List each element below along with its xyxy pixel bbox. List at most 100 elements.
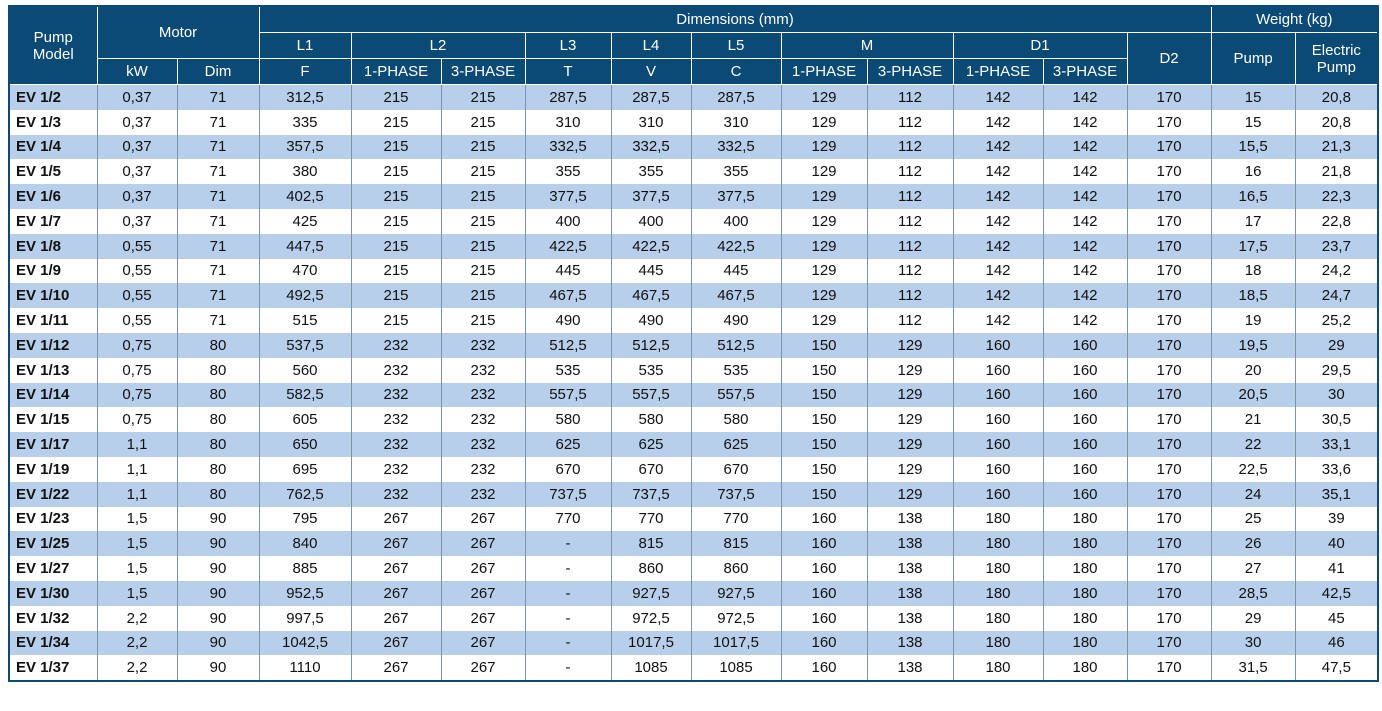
- value-cell: 232: [350, 357, 442, 383]
- value-cell: 160: [1042, 432, 1128, 457]
- model-cell: EV 1/32: [8, 605, 98, 631]
- value-cell: 31,5: [1210, 655, 1296, 682]
- value-cell: 129: [866, 407, 954, 433]
- value-cell: 21,8: [1294, 159, 1379, 185]
- value-cell: 537,5: [258, 332, 352, 358]
- header-text: Pump Model: [32, 28, 74, 63]
- value-cell: 267: [440, 506, 526, 532]
- value-cell: 170: [1126, 283, 1212, 309]
- value-cell: 267: [350, 506, 442, 532]
- value-cell: 0,55: [96, 258, 178, 284]
- value-cell: 160: [952, 456, 1044, 482]
- value-cell: 129: [866, 357, 954, 383]
- value-cell: 170: [1126, 258, 1212, 284]
- value-cell: 138: [866, 655, 954, 682]
- value-cell: 138: [866, 630, 954, 656]
- value-cell: 267: [440, 605, 526, 631]
- value-cell: 170: [1126, 233, 1212, 259]
- model-cell: EV 1/2: [8, 84, 98, 110]
- value-cell: 160: [780, 580, 868, 606]
- header-cell: Weight (kg): [1210, 5, 1379, 33]
- value-cell: 80: [176, 481, 260, 507]
- table-row: EV 1/34 2,2 90 1042,5 267 267-1017,5 1017,5 160…: [8, 630, 1379, 656]
- value-cell: 170: [1126, 134, 1212, 160]
- value-cell: 0,37: [96, 208, 178, 234]
- value-cell: 215: [440, 308, 526, 333]
- value-cell: 377,5: [610, 184, 692, 209]
- value-cell: 0,37: [96, 184, 178, 209]
- value-cell: 180: [1042, 605, 1128, 631]
- header-cell: 3-PHASE: [866, 58, 954, 85]
- value-cell: 215: [350, 233, 442, 259]
- value-cell: 30: [1294, 382, 1379, 408]
- value-cell: 215: [350, 109, 442, 135]
- value-cell: 0,37: [96, 109, 178, 135]
- value-cell: 232: [350, 481, 442, 507]
- value-cell: 972,5: [690, 605, 782, 631]
- value-cell: 71: [176, 283, 260, 309]
- value-cell: 232: [440, 456, 526, 482]
- value-cell: 150: [780, 332, 868, 358]
- value-cell: 170: [1126, 382, 1212, 408]
- header-cell: Pump: [1210, 32, 1296, 85]
- value-cell: 287,5: [524, 84, 612, 110]
- value-cell: 267: [350, 580, 442, 606]
- value-cell: 170: [1126, 208, 1212, 234]
- value-cell: 129: [780, 258, 868, 284]
- value-cell: 287,5: [610, 84, 692, 110]
- value-cell: 402,5: [258, 184, 352, 209]
- value-cell: 15: [1210, 84, 1296, 110]
- value-cell: 355: [610, 159, 692, 185]
- value-cell: 560: [258, 357, 352, 383]
- value-cell: 512,5: [690, 332, 782, 358]
- value-cell: 215: [440, 233, 526, 259]
- value-cell: 30,5: [1294, 407, 1379, 433]
- value-cell: 2,2: [96, 655, 178, 682]
- value-cell: 267: [440, 655, 526, 682]
- value-cell: 310: [690, 109, 782, 135]
- value-cell: 232: [350, 432, 442, 457]
- value-cell: 29,5: [1294, 357, 1379, 383]
- value-cell: 997,5: [258, 605, 352, 631]
- value-cell: 112: [866, 283, 954, 309]
- value-cell: 0,75: [96, 407, 178, 433]
- value-cell: 17: [1210, 208, 1296, 234]
- value-cell: 90: [176, 605, 260, 631]
- value-cell: 515: [258, 308, 352, 333]
- value-cell: 170: [1126, 332, 1212, 358]
- value-cell: 150: [780, 481, 868, 507]
- value-cell: 90: [176, 630, 260, 656]
- value-cell: 400: [524, 208, 612, 234]
- value-cell: 625: [524, 432, 612, 457]
- model-cell: EV 1/13: [8, 357, 98, 383]
- value-cell: 2,2: [96, 605, 178, 631]
- value-cell: 138: [866, 506, 954, 532]
- value-cell: 357,5: [258, 134, 352, 160]
- value-cell: 490: [610, 308, 692, 333]
- value-cell: 180: [952, 580, 1044, 606]
- value-cell: 71: [176, 134, 260, 160]
- value-cell: 71: [176, 208, 260, 234]
- value-cell: 215: [440, 134, 526, 160]
- value-cell: 138: [866, 580, 954, 606]
- value-cell: -: [524, 556, 612, 581]
- value-cell: 0,75: [96, 332, 178, 358]
- table-row: EV 1/22 1,1 80 762,5 232 232 737,5 737,5 737,5 15…: [8, 481, 1379, 507]
- value-cell: 762,5: [258, 481, 352, 507]
- value-cell: 232: [440, 357, 526, 383]
- value-cell: 25: [1210, 506, 1296, 532]
- value-cell: 160: [952, 332, 1044, 358]
- value-cell: 650: [258, 432, 352, 457]
- value-cell: 580: [610, 407, 692, 433]
- value-cell: 927,5: [610, 580, 692, 606]
- value-cell: 180: [952, 655, 1044, 682]
- value-cell: 112: [866, 233, 954, 259]
- value-cell: 267: [350, 556, 442, 581]
- table-row: EV 1/9 0,55 71 470 215 215 445 445 445 129 112 142 1…: [8, 258, 1379, 284]
- value-cell: 310: [524, 109, 612, 135]
- value-cell: 160: [1042, 481, 1128, 507]
- model-cell: EV 1/22: [8, 481, 98, 507]
- value-cell: 150: [780, 407, 868, 433]
- value-cell: 535: [610, 357, 692, 383]
- value-cell: 170: [1126, 159, 1212, 185]
